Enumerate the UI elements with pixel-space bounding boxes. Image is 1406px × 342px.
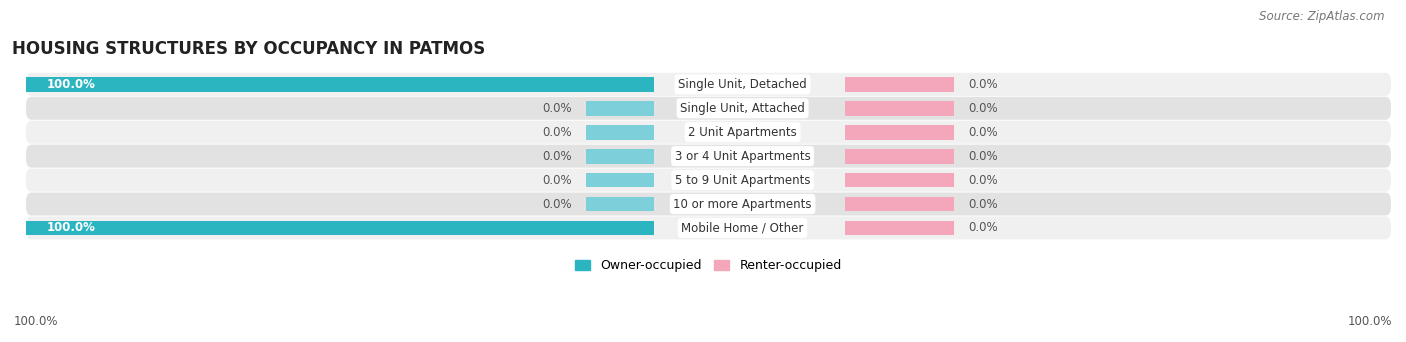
FancyBboxPatch shape: [25, 193, 1391, 215]
Text: 0.0%: 0.0%: [967, 78, 997, 91]
Text: Mobile Home / Other: Mobile Home / Other: [682, 222, 804, 235]
Bar: [25, 221, 654, 235]
Bar: [585, 149, 654, 163]
Bar: [845, 197, 955, 211]
Bar: [845, 77, 955, 92]
Text: 0.0%: 0.0%: [543, 174, 572, 187]
Text: 100.0%: 100.0%: [14, 315, 59, 328]
Bar: [25, 77, 654, 92]
FancyBboxPatch shape: [25, 121, 1391, 144]
Text: 100.0%: 100.0%: [46, 222, 96, 235]
Text: HOUSING STRUCTURES BY OCCUPANCY IN PATMOS: HOUSING STRUCTURES BY OCCUPANCY IN PATMO…: [13, 40, 485, 57]
Legend: Owner-occupied, Renter-occupied: Owner-occupied, Renter-occupied: [575, 259, 842, 272]
Bar: [845, 173, 955, 187]
FancyBboxPatch shape: [25, 97, 1391, 120]
Bar: [845, 149, 955, 163]
Text: 0.0%: 0.0%: [967, 198, 997, 211]
Text: 3 or 4 Unit Apartments: 3 or 4 Unit Apartments: [675, 150, 810, 163]
Text: 100.0%: 100.0%: [46, 78, 96, 91]
Text: 0.0%: 0.0%: [967, 150, 997, 163]
Text: 0.0%: 0.0%: [967, 222, 997, 235]
Text: 2 Unit Apartments: 2 Unit Apartments: [688, 126, 797, 139]
FancyBboxPatch shape: [25, 216, 1391, 239]
Bar: [585, 101, 654, 116]
Bar: [585, 173, 654, 187]
Text: 0.0%: 0.0%: [967, 126, 997, 139]
Bar: [845, 101, 955, 116]
Text: 0.0%: 0.0%: [967, 102, 997, 115]
Text: 100.0%: 100.0%: [1347, 315, 1392, 328]
Text: 0.0%: 0.0%: [543, 102, 572, 115]
Bar: [585, 125, 654, 140]
Text: 10 or more Apartments: 10 or more Apartments: [673, 198, 811, 211]
FancyBboxPatch shape: [25, 145, 1391, 168]
Text: Source: ZipAtlas.com: Source: ZipAtlas.com: [1260, 10, 1385, 23]
Text: 0.0%: 0.0%: [543, 126, 572, 139]
Bar: [845, 125, 955, 140]
Bar: [585, 197, 654, 211]
Text: 5 to 9 Unit Apartments: 5 to 9 Unit Apartments: [675, 174, 810, 187]
Text: Single Unit, Detached: Single Unit, Detached: [678, 78, 807, 91]
Text: 0.0%: 0.0%: [543, 150, 572, 163]
Text: 0.0%: 0.0%: [967, 174, 997, 187]
FancyBboxPatch shape: [25, 73, 1391, 96]
Bar: [845, 221, 955, 235]
FancyBboxPatch shape: [25, 169, 1391, 192]
Text: 0.0%: 0.0%: [543, 198, 572, 211]
Text: Single Unit, Attached: Single Unit, Attached: [681, 102, 806, 115]
